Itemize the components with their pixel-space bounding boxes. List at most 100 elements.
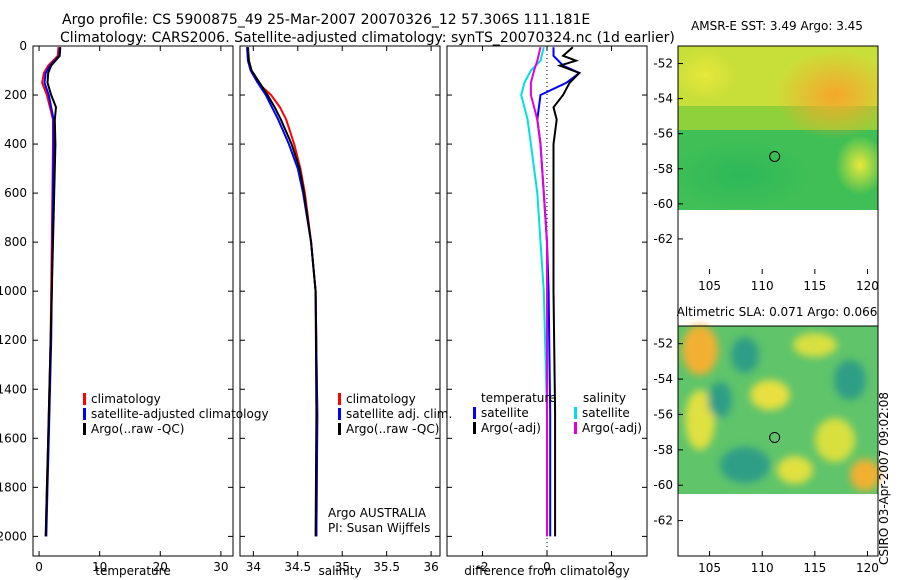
salinity-xtick-label: 34.5	[284, 560, 311, 574]
temperature-axes-frame	[32, 45, 234, 557]
sla_map-xtick-label: 115	[803, 561, 826, 575]
salinity-legend-item-swatch	[338, 423, 341, 435]
sla-map-low-2	[834, 360, 866, 400]
temperature-ytick-label: 200	[4, 88, 27, 102]
salinity-legend-item: satellite adj. clim.	[346, 407, 452, 421]
salinity-xtick-label: 35.5	[373, 560, 400, 574]
sst-map-yellow-patch	[678, 50, 735, 100]
temperature-ytick-label: 600	[4, 186, 27, 200]
sla-map-low-3	[720, 447, 770, 483]
salinity-annotation-line: Argo AUSTRALIA	[328, 506, 427, 520]
temperature-legend-item-swatch	[83, 408, 86, 420]
sst-map-title: AMSR-E SST: 3.49 Argo: 3.45	[691, 19, 863, 33]
temperature-xtick-label: 0	[35, 560, 43, 574]
sst-map-yellow-patch-2	[835, 135, 878, 195]
sst_map-xtick-label: 115	[803, 279, 826, 293]
sst_map-ytick-label: -60	[653, 197, 673, 211]
sst_map-ytick-label: -62	[653, 232, 673, 246]
temperature-panel: 0 10 20 30 0 200 400 600 800 1000 1200 1400 1600 1800…	[0, 39, 234, 578]
sla_map-ytick-label: -56	[653, 407, 673, 421]
temperature-xlabel: temperature	[95, 564, 170, 578]
sla-map-title: Altimetric SLA: 0.071 Argo: 0.066	[677, 305, 878, 319]
sla-map-land-mask	[678, 494, 878, 556]
sla-map-high-2	[685, 390, 715, 450]
sst_map-xtick-label: 120	[856, 279, 879, 293]
difference-series-temperature-argo-adj-	[552, 46, 582, 537]
temperature-legend-item-swatch	[83, 393, 86, 405]
temperature-ytick-label: 2000	[0, 529, 27, 543]
difference-legend-temperature-title: temperature	[481, 391, 556, 405]
sst_map-ytick-label: -56	[653, 127, 673, 141]
salinity-series-argo-raw-qc-	[247, 47, 318, 537]
sst-map-green-patch	[678, 140, 810, 210]
difference-legend-temperature-item: satellite	[481, 406, 529, 420]
temperature-xtick-label: 30	[213, 560, 228, 574]
sla_map-ytick-label: -52	[653, 337, 673, 351]
sst_map-ytick-label: -52	[653, 57, 673, 71]
header-line-2: Climatology: CARS2006. Satellite-adjuste…	[60, 30, 675, 46]
temperature-legend-item: Argo(..raw -QC)	[91, 422, 184, 436]
sla_map-ytick-label: -62	[653, 514, 673, 528]
salinity-legend-item: Argo(..raw -QC)	[346, 422, 439, 436]
temperature-ytick-label: 0	[19, 39, 27, 53]
salinity-legend-item-swatch	[338, 393, 341, 405]
sla-map-low-4	[708, 382, 732, 418]
difference-legend-temperature-item-swatch	[473, 422, 476, 434]
difference-legend-salinity-title: salinity	[583, 391, 626, 405]
difference-series-salinity-satellite	[520, 46, 548, 537]
difference-legend-salinity-item-swatch	[574, 407, 577, 419]
salinity-xlabel: salinity	[318, 564, 361, 578]
temperature-xtick-label: 10	[92, 560, 107, 574]
salinity-legend-item-swatch	[338, 408, 341, 420]
difference-legend-temperature-item: Argo(-adj)	[481, 421, 541, 435]
difference-legend-salinity-item: satellite	[582, 406, 630, 420]
salinity-axes-frame	[239, 45, 441, 557]
temperature-ytick-label: 1000	[0, 284, 27, 298]
temperature-ytick-label: 1800	[0, 480, 27, 494]
difference-xtick-label: 2	[608, 560, 616, 574]
temperature-legend-item: satellite-adjusted climatology	[91, 407, 269, 421]
difference-legend: temperaturesatelliteArgo(-adj)salinitysa…	[473, 391, 642, 435]
difference-legend-temperature-item-swatch	[473, 407, 476, 419]
difference-xlabel: difference from climatology	[464, 564, 630, 578]
sla-map-low-1	[731, 337, 759, 373]
salinity-panel: 34 34.5 35 35.5 36 salinity	[239, 45, 441, 578]
header-line-1: Argo profile: CS 5900875_49 25-Mar-2007 …	[62, 12, 590, 28]
sst_map-xtick-label: 105	[698, 279, 721, 293]
sst-argo-position-marker	[769, 150, 781, 162]
sla-map-high-7	[850, 459, 880, 491]
salinity-xtick-label: 36	[423, 560, 438, 574]
sla-argo-position-marker	[769, 431, 781, 443]
sla_map-xtick-label: 120	[856, 561, 879, 575]
salinity-xtick-label: 34	[246, 560, 261, 574]
sla_map-xtick-label: 105	[698, 561, 721, 575]
difference-xtick-label: -2	[476, 560, 488, 574]
difference-legend-salinity-item-swatch	[574, 422, 577, 434]
sla_map-ytick-label: -60	[653, 478, 673, 492]
sla-map-high-1	[682, 325, 718, 375]
sla-map-frame	[677, 325, 879, 557]
sst_map-xtick-label: 110	[751, 279, 774, 293]
temperature-ytick-label: 1400	[0, 382, 27, 396]
temperature-legend-item: climatology	[91, 392, 161, 406]
temperature-legend-item-swatch	[83, 423, 86, 435]
salinity-annotation-line: PI: Susan Wijffels	[328, 521, 430, 535]
sla_map-ytick-label: -58	[653, 443, 673, 457]
temperature-ytick-label: 400	[4, 137, 27, 151]
temperature-xtick-label: 20	[153, 560, 168, 574]
credit-footer: CSIRO 03-Apr-2007 09:02:08	[877, 392, 891, 565]
temperature-ytick-label: 1200	[0, 333, 27, 347]
sla-map: Altimetric SLA: 0.071 Argo: 0.066 105 110…	[653, 305, 880, 575]
salinity-xtick-label: 35	[335, 560, 350, 574]
sla-map-high-5	[815, 418, 855, 462]
sst_map-ytick-label: -58	[653, 162, 673, 176]
salinity-legend-item: climatology	[346, 392, 416, 406]
sla_map-xtick-label: 110	[751, 561, 774, 575]
difference-xtick-label: 0	[543, 560, 551, 574]
sla-map-high-4	[793, 333, 837, 357]
sst_map-ytick-label: -54	[653, 92, 673, 106]
sla-map-high-6	[777, 456, 813, 484]
